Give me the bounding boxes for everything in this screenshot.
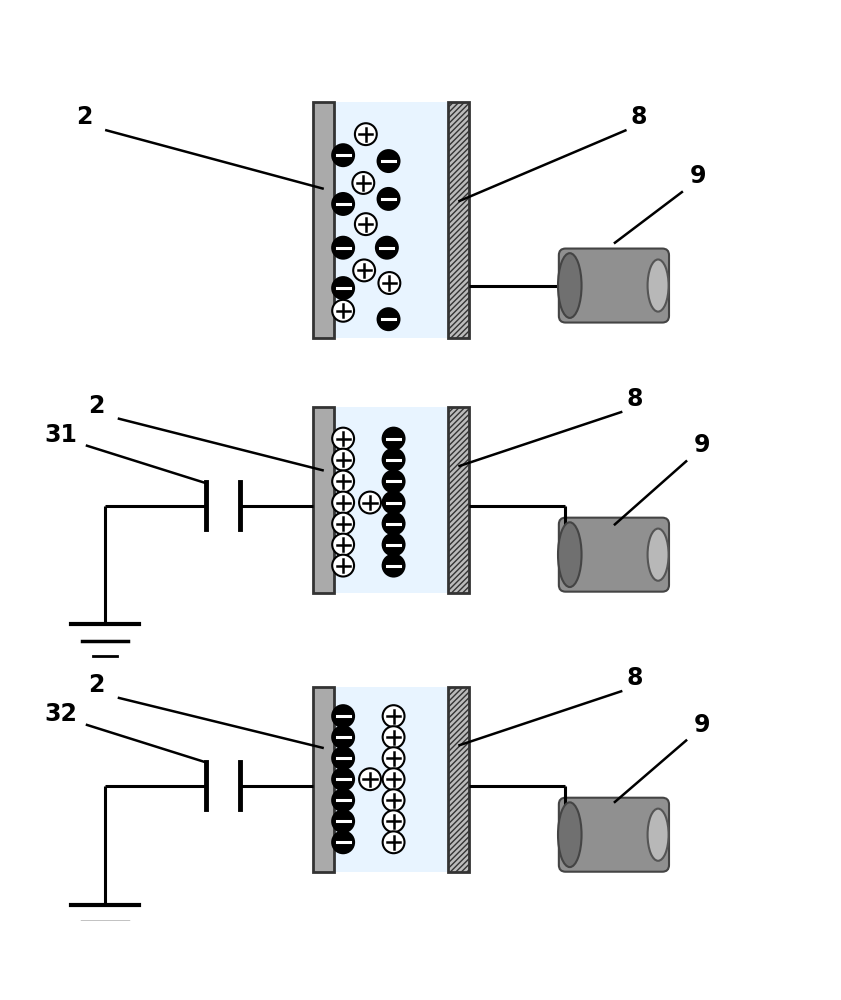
Circle shape bbox=[378, 150, 399, 172]
Text: 2: 2 bbox=[76, 105, 93, 129]
Circle shape bbox=[378, 188, 399, 210]
Circle shape bbox=[332, 555, 354, 577]
Circle shape bbox=[332, 768, 354, 790]
Circle shape bbox=[353, 259, 375, 281]
FancyBboxPatch shape bbox=[558, 518, 669, 592]
Circle shape bbox=[383, 471, 405, 492]
Circle shape bbox=[332, 300, 354, 322]
FancyBboxPatch shape bbox=[558, 249, 669, 323]
Circle shape bbox=[332, 277, 354, 299]
Bar bbox=[335, 687, 447, 872]
Circle shape bbox=[332, 534, 354, 556]
Ellipse shape bbox=[558, 802, 582, 867]
Bar bbox=[448, 687, 469, 872]
Circle shape bbox=[383, 747, 405, 769]
Circle shape bbox=[332, 726, 354, 748]
FancyBboxPatch shape bbox=[558, 798, 669, 872]
Circle shape bbox=[383, 492, 405, 513]
Bar bbox=[313, 407, 334, 593]
Circle shape bbox=[383, 449, 405, 471]
Circle shape bbox=[332, 471, 354, 492]
Text: 8: 8 bbox=[627, 666, 643, 690]
Text: 32: 32 bbox=[44, 702, 77, 726]
Circle shape bbox=[383, 705, 405, 727]
Ellipse shape bbox=[648, 529, 669, 581]
Circle shape bbox=[332, 492, 354, 513]
Bar bbox=[448, 102, 469, 338]
Circle shape bbox=[332, 144, 354, 166]
Circle shape bbox=[355, 123, 377, 145]
Circle shape bbox=[383, 810, 405, 832]
Circle shape bbox=[332, 831, 354, 853]
Ellipse shape bbox=[558, 522, 582, 587]
Bar bbox=[313, 687, 334, 872]
Circle shape bbox=[359, 492, 381, 513]
Circle shape bbox=[383, 428, 405, 450]
Circle shape bbox=[332, 705, 354, 727]
Ellipse shape bbox=[558, 253, 582, 318]
Circle shape bbox=[332, 513, 354, 534]
Circle shape bbox=[355, 213, 377, 235]
Circle shape bbox=[383, 534, 405, 556]
Ellipse shape bbox=[648, 259, 669, 312]
Bar bbox=[313, 102, 334, 338]
Circle shape bbox=[378, 308, 399, 330]
Circle shape bbox=[332, 193, 354, 215]
Circle shape bbox=[332, 237, 354, 259]
Text: 9: 9 bbox=[694, 713, 711, 737]
Circle shape bbox=[383, 726, 405, 748]
Bar bbox=[335, 102, 447, 338]
Circle shape bbox=[332, 747, 354, 769]
Circle shape bbox=[378, 272, 400, 294]
Text: 2: 2 bbox=[88, 673, 105, 697]
Text: 8: 8 bbox=[631, 105, 648, 129]
Circle shape bbox=[383, 555, 405, 577]
Text: 9: 9 bbox=[690, 164, 706, 188]
Bar bbox=[335, 407, 447, 593]
Circle shape bbox=[332, 810, 354, 832]
Text: 9: 9 bbox=[694, 433, 711, 457]
Text: 8: 8 bbox=[627, 387, 643, 411]
Circle shape bbox=[376, 237, 398, 259]
Circle shape bbox=[332, 428, 354, 450]
Circle shape bbox=[383, 831, 405, 853]
Circle shape bbox=[332, 789, 354, 811]
Text: 2: 2 bbox=[88, 394, 105, 418]
Ellipse shape bbox=[648, 809, 669, 861]
Text: 31: 31 bbox=[44, 423, 77, 447]
Circle shape bbox=[359, 768, 381, 790]
Circle shape bbox=[383, 768, 405, 790]
Circle shape bbox=[383, 789, 405, 811]
Circle shape bbox=[352, 172, 374, 194]
Circle shape bbox=[383, 513, 405, 534]
Bar bbox=[448, 407, 469, 593]
Circle shape bbox=[332, 449, 354, 471]
